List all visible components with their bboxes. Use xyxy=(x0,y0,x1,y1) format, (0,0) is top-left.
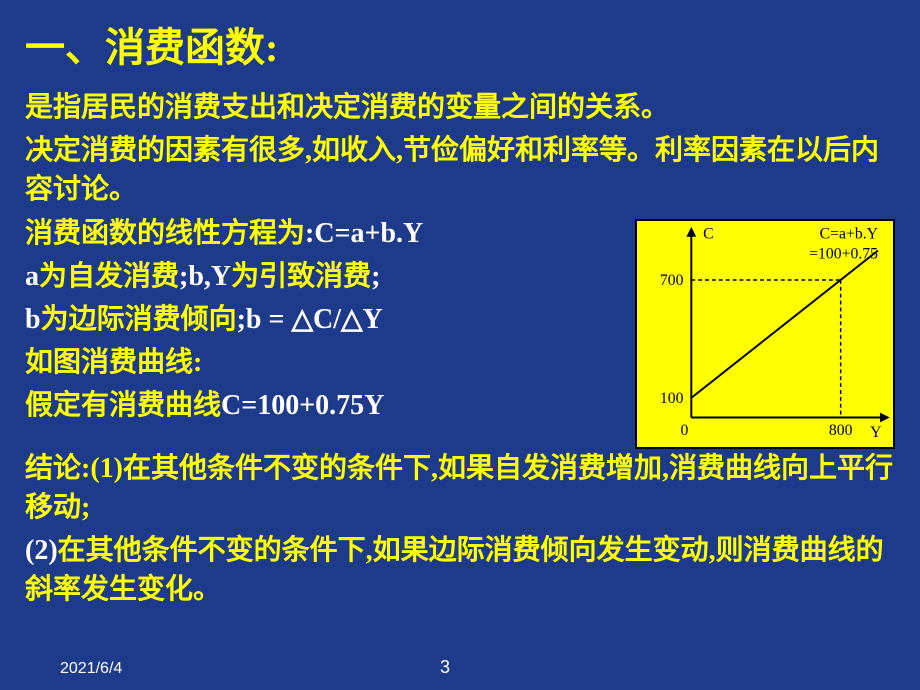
line-mpc: b为边际消费倾向;b = △C/△Y xyxy=(25,300,625,339)
conclusion-label-2: (2) xyxy=(25,535,58,566)
svg-text:Y: Y xyxy=(870,424,881,441)
line-assume: 假定有消费曲线C=100+0.75Y xyxy=(25,386,625,425)
conclusion-text-1: 在其他条件不变的条件下,如果自发消费增加,消费曲线向上平行移动; xyxy=(25,453,893,523)
text-by: 为引致消费 xyxy=(231,261,371,292)
conclusion-2: (2)在其他条件不变的条件下,如果边际消费倾向发生变动,则消费曲线的斜率发生变化… xyxy=(25,531,895,609)
sym-semi: ; xyxy=(371,261,380,292)
svg-text:C: C xyxy=(703,225,713,242)
line-autonomous: a为自发消费;b,Y为引致消费; xyxy=(25,257,625,296)
line7-formula: C=100+0.75Y xyxy=(221,390,384,421)
svg-text:800: 800 xyxy=(829,422,853,439)
slide-title: 一、消费函数: xyxy=(25,15,895,73)
line3-prefix: 消费函数的线性方程为 xyxy=(25,218,305,249)
sym-by: ;b,Y xyxy=(179,261,231,292)
svg-text:C=a+b.Y: C=a+b.Y xyxy=(820,225,878,242)
page-number: 3 xyxy=(440,657,450,678)
text-a: 为自发消费 xyxy=(39,261,179,292)
svg-text:700: 700 xyxy=(660,271,684,288)
svg-text:0: 0 xyxy=(680,422,688,439)
mpc-formula: ;b = △C/△Y xyxy=(237,304,383,335)
text-b: 为边际消费倾向 xyxy=(41,304,237,335)
sym-b: b xyxy=(25,304,41,335)
line7-prefix: 假定有消费曲线 xyxy=(25,390,221,421)
paragraph-2: 决定消费的因素有很多,如收入,节俭偏好和利率等。利率因素在以后内容讨论。 xyxy=(25,131,895,209)
conclusion-text-2: 在其他条件不变的条件下,如果边际消费倾向发生变动,则消费曲线的斜率发生变化。 xyxy=(25,535,884,605)
svg-text:100: 100 xyxy=(660,389,684,406)
line-formula-intro: 消费函数的线性方程为:C=a+b.Y xyxy=(25,214,625,253)
svg-text:=100+0.75: =100+0.75 xyxy=(809,245,878,262)
conclusion-1: 结论:(1)在其他条件不变的条件下,如果自发消费增加,消费曲线向上平行移动; xyxy=(25,449,895,527)
consumption-chart: C Y 100 700 0 800 C=a+b.Y =100+0.75 xyxy=(635,219,895,449)
line-chart-ref: 如图消费曲线: xyxy=(25,343,625,382)
conclusion-label-1: 结论:(1) xyxy=(25,453,123,484)
footer-date: 2021/6/4 xyxy=(60,660,122,678)
sym-a: a xyxy=(25,261,39,292)
line3-formula: :C=a+b.Y xyxy=(305,218,423,249)
paragraph-1: 是指居民的消费支出和决定消费的变量之间的关系。 xyxy=(25,88,895,127)
